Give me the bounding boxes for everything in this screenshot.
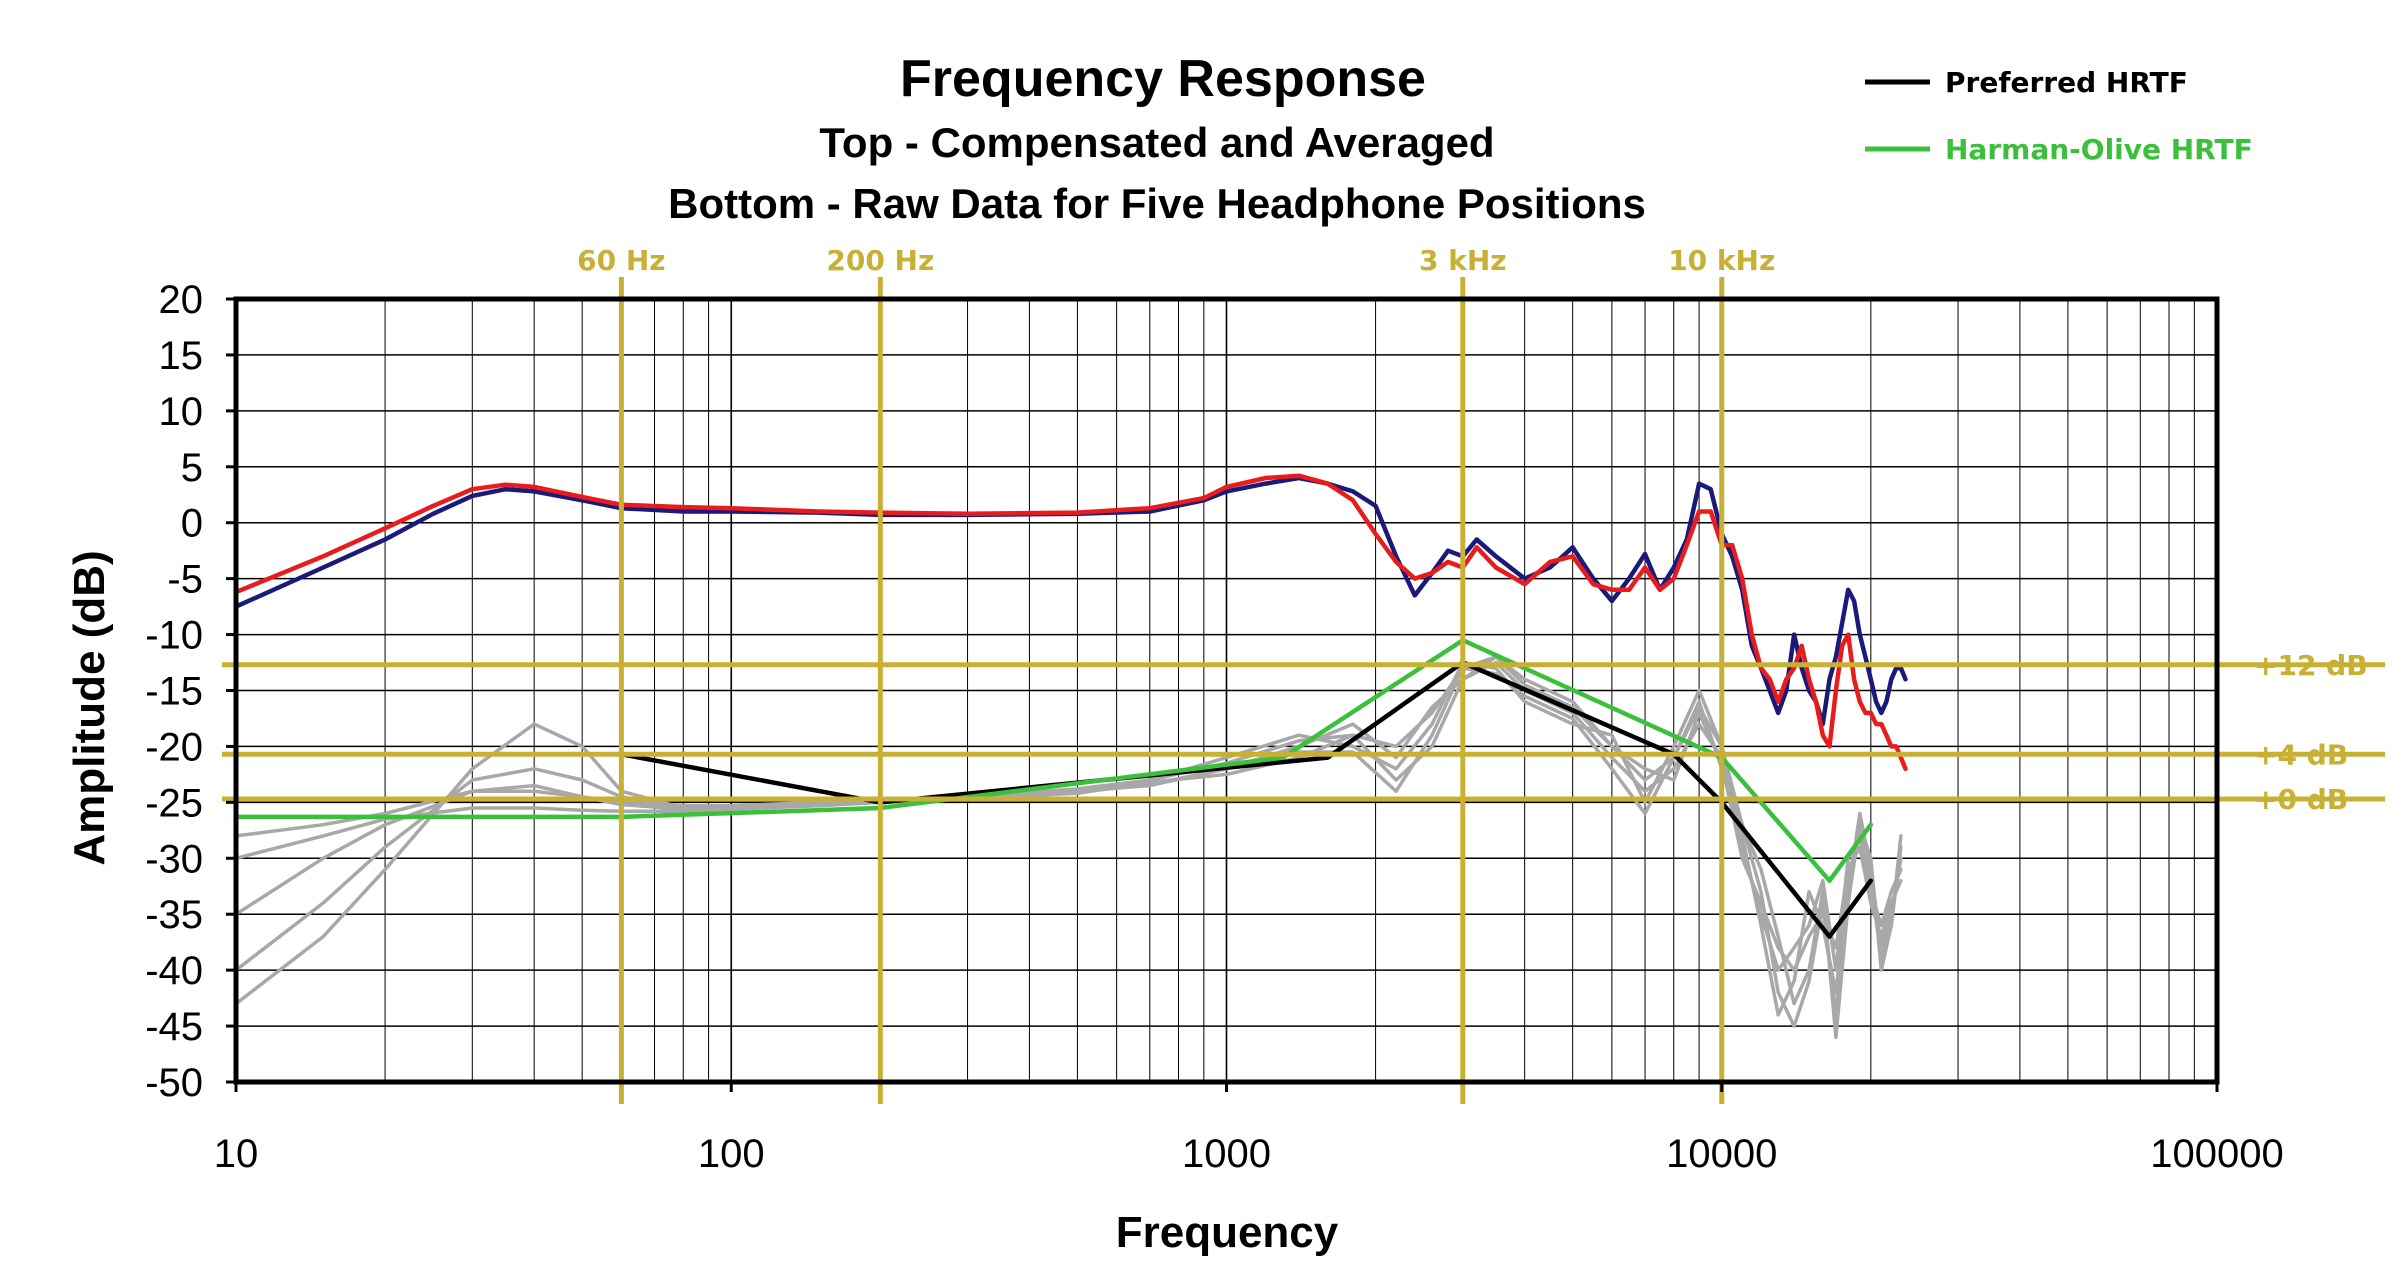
marker-label-horizontal: +0 dB	[2254, 783, 2348, 816]
x-tick-label: 100000	[2150, 1132, 2283, 1176]
chart-title: Frequency Response	[900, 50, 1426, 108]
marker-label-vertical: 3 kHz	[1419, 244, 1507, 277]
legend-label: Preferred HRTF	[1945, 66, 2188, 99]
series-line-compensated-right	[233, 473, 1908, 772]
y-tick-label: 15	[159, 334, 204, 378]
x-tick-label: 10	[214, 1132, 259, 1176]
y-tick-label: -50	[145, 1061, 203, 1105]
y-tick-label: -15	[145, 670, 203, 714]
y-tick-label: -45	[145, 1005, 203, 1049]
legend-label: Harman-Olive HRTF	[1945, 133, 2253, 166]
y-tick-label: -25	[145, 781, 203, 825]
x-tick-label: 1000	[1182, 1132, 1271, 1176]
y-tick-label: -40	[145, 949, 203, 993]
series-line-harman-olive-hrtf	[233, 637, 1874, 883]
legend: Preferred HRTF Harman-Olive HRTF	[1865, 66, 2253, 166]
series-line-raw-data-measurement-3	[234, 660, 1903, 1017]
y-tick-label: -20	[145, 725, 203, 769]
series-line-raw-data-measurement-5	[234, 666, 1903, 1040]
grid	[235, 298, 2218, 1083]
y-tick-label: 10	[159, 390, 204, 434]
y-tick-label: -35	[145, 893, 203, 937]
x-tick-label: 100	[698, 1132, 765, 1176]
chart-subtitle-top: Top - Compensated and Averaged	[819, 119, 1494, 166]
marker-label-vertical: 10 kHz	[1668, 244, 1775, 277]
marker-label-horizontal: +4 dB	[2254, 738, 2348, 771]
y-tick-label: 0	[181, 502, 203, 546]
x-axis-label: Frequency	[1116, 1208, 1339, 1257]
y-tick-label: 20	[159, 278, 204, 322]
reference-markers: 60 Hz 200 Hz 3 kHz 10 kHz +12 dB +4 dB +0 dB	[222, 244, 2385, 1104]
x-tick-label: 10000	[1666, 1132, 1777, 1176]
y-tick-label: -30	[145, 837, 203, 881]
marker-label-vertical: 200 Hz	[826, 244, 934, 277]
y-tick-label: -10	[145, 614, 203, 658]
marker-label-horizontal: +12 dB	[2254, 649, 2368, 682]
marker-label-vertical: 60 Hz	[577, 244, 665, 277]
y-tick-label: -5	[167, 558, 203, 602]
y-axis-label: Amplitude (dB)	[65, 550, 114, 865]
chart-subtitle-bottom: Bottom - Raw Data for Five Headphone Pos…	[668, 180, 1646, 227]
y-tick-label: 5	[181, 446, 203, 490]
series-line-raw-data-measurement-4	[234, 655, 1903, 972]
